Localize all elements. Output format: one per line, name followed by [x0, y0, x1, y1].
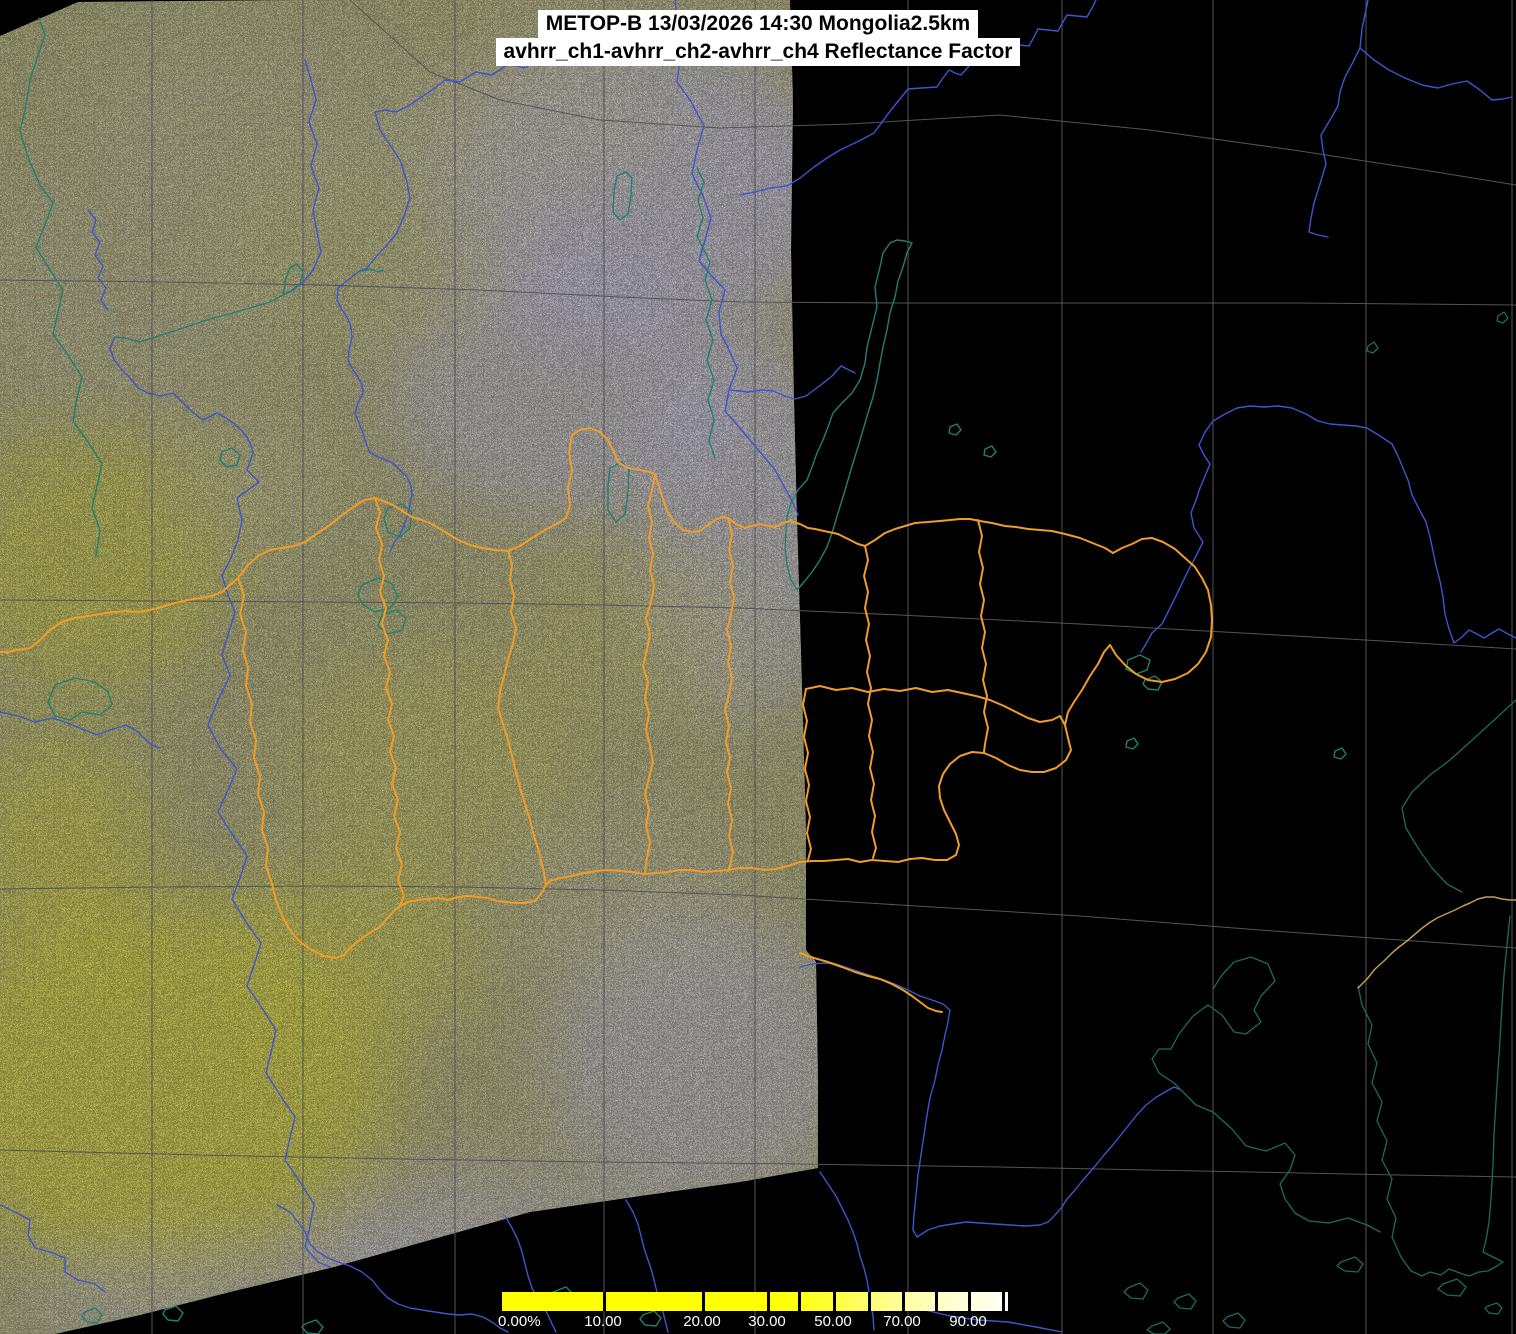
borders-orange-path [799, 537, 1213, 863]
title-line-1: METOP-B 13/03/2026 14:30 Mongolia2.5km [537, 10, 979, 38]
water-teal-path [47, 677, 113, 721]
water-teal-path [81, 1307, 103, 1324]
water-teal-path [784, 239, 913, 591]
coast-teal-path [1336, 1256, 1364, 1273]
river-tan-path [1357, 896, 1516, 989]
rivers-blue-path [1359, 0, 1513, 101]
coast-teal-path [1222, 1312, 1246, 1329]
water-teal-path [612, 171, 633, 221]
water-teal-path [983, 445, 997, 458]
borders-orange-path [724, 517, 735, 872]
grid-parallel-line [0, 599, 1516, 650]
water-teal-path [948, 423, 962, 436]
grid-parallel-line [349, 0, 1516, 186]
rivers-blue-path [0, 711, 161, 749]
water-teal-path [114, 294, 284, 343]
coast-teal-path [1357, 985, 1504, 1277]
coast-teal-path [1366, 341, 1379, 354]
coast-teal-path [1151, 956, 1276, 1093]
coast-teal-path [1496, 311, 1509, 324]
layer-borders-orange [0, 427, 1213, 1013]
water-teal-path [361, 268, 384, 273]
water-teal-path [219, 447, 241, 468]
water-teal-path [282, 263, 304, 296]
coast-teal-path [1401, 699, 1516, 893]
water-teal-path [696, 167, 716, 459]
rivers-blue-path [1140, 632, 1153, 653]
borders-orange-path [343, 861, 801, 956]
grid-parallel-line [0, 1149, 1516, 1178]
coast-teal-path [1123, 1282, 1149, 1300]
borders-orange-path [642, 473, 656, 873]
borders-brown-faint-path [0, 279, 276, 301]
water-teal-path [19, 17, 103, 557]
rivers-blue-path [674, 0, 799, 516]
grid-parallel-line [0, 885, 1516, 949]
borders-orange-path [497, 550, 547, 886]
layer-river-tan [1357, 896, 1516, 989]
borders-orange-path [799, 952, 943, 1013]
coast-teal-path [1484, 1302, 1503, 1315]
water-teal-path [1125, 654, 1151, 675]
water-teal-path [383, 503, 413, 538]
rivers-blue-path [87, 209, 109, 311]
borders-orange-path [237, 427, 1114, 579]
water-teal-path [1125, 737, 1139, 750]
coast-teal-path [1146, 1321, 1171, 1334]
coast-teal-path [1482, 915, 1511, 1263]
title-line-2: avhrr_ch1-avhrr_ch2-avhrr_ch4 Reflectanc… [495, 38, 1021, 66]
layer-water-teal [19, 17, 1347, 1334]
rivers-blue-path [0, 1204, 106, 1293]
rivers-blue-path [282, 59, 322, 296]
rivers-blue-path [504, 1215, 557, 1333]
layer-coast-teal [1123, 311, 1516, 1334]
borders-brown-faint-path [87, 119, 161, 601]
coast-teal-path [1173, 1293, 1197, 1310]
water-teal-path [377, 609, 407, 635]
rivers-blue-path [109, 336, 331, 1268]
water-teal-path [162, 1305, 184, 1322]
borders-orange-path [0, 577, 239, 653]
layer-borders-brown-faint [0, 119, 276, 601]
borders-orange-path [977, 519, 989, 753]
coast-teal-path [1182, 1091, 1381, 1233]
water-teal-path [1333, 747, 1347, 760]
rivers-blue-path [336, 111, 413, 553]
rivers-blue-path [728, 365, 856, 400]
rivers-blue-path [276, 1204, 509, 1333]
water-teal-path [1142, 675, 1163, 691]
rivers-blue-path [1308, 47, 1361, 238]
coast-teal-path [1437, 1278, 1467, 1297]
rivers-blue-path [1151, 405, 1516, 644]
water-teal-path [639, 1310, 662, 1327]
water-teal-path [301, 1319, 324, 1334]
image-title-block: METOP-B 13/03/2026 14:30 Mongolia2.5km a… [0, 10, 1516, 66]
borders-orange-path [805, 685, 1066, 726]
rivers-blue-path [799, 962, 1182, 1238]
borders-orange-path [802, 688, 812, 861]
rivers-blue-path [739, 0, 1097, 196]
borders-orange-path [237, 577, 345, 959]
borders-orange-path [863, 545, 877, 859]
borders-orange-path [374, 497, 405, 907]
